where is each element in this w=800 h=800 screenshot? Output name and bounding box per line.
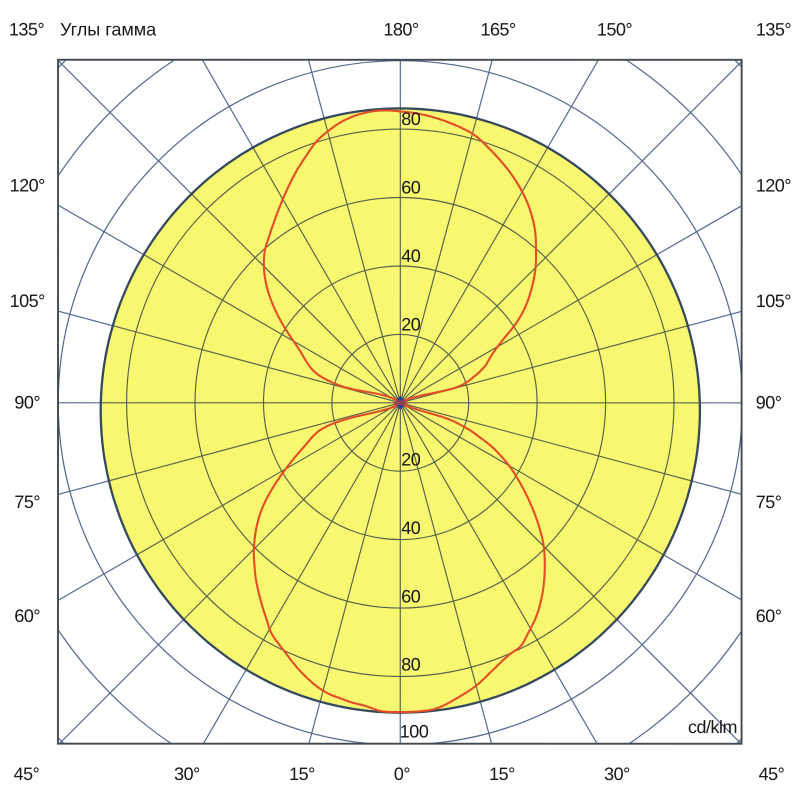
svg-text:30°: 30° [604,764,630,784]
svg-text:120°: 120° [756,175,792,195]
svg-text:75°: 75° [756,492,782,512]
svg-text:180°: 180° [383,19,419,39]
svg-text:105°: 105° [10,291,46,311]
svg-text:150°: 150° [597,20,633,40]
svg-text:30°: 30° [174,764,200,784]
svg-text:60: 60 [401,586,421,606]
svg-text:75°: 75° [14,492,40,512]
svg-text:0°: 0° [394,764,411,784]
svg-text:60°: 60° [14,606,40,626]
svg-text:165°: 165° [480,20,516,40]
svg-text:90°: 90° [756,392,782,412]
svg-text:100: 100 [400,721,429,741]
svg-text:20: 20 [401,450,421,470]
svg-text:15°: 15° [289,764,315,784]
svg-text:cd/klm: cd/klm [688,717,737,737]
svg-text:40: 40 [401,246,421,266]
svg-text:105°: 105° [756,291,792,311]
svg-text:60°: 60° [756,606,782,626]
svg-text:90°: 90° [14,392,40,412]
svg-text:45°: 45° [759,764,785,784]
svg-text:40: 40 [401,518,421,538]
svg-text:80: 80 [401,654,421,674]
svg-text:135°: 135° [756,20,792,40]
svg-text:15°: 15° [489,764,515,784]
svg-text:135°: 135° [9,19,45,39]
svg-text:120°: 120° [10,175,46,195]
svg-text:45°: 45° [14,764,40,784]
svg-text:60: 60 [401,178,421,198]
svg-text:20: 20 [401,314,421,334]
svg-text:Углы гамма: Углы гамма [60,19,157,39]
svg-text:80: 80 [401,109,421,129]
